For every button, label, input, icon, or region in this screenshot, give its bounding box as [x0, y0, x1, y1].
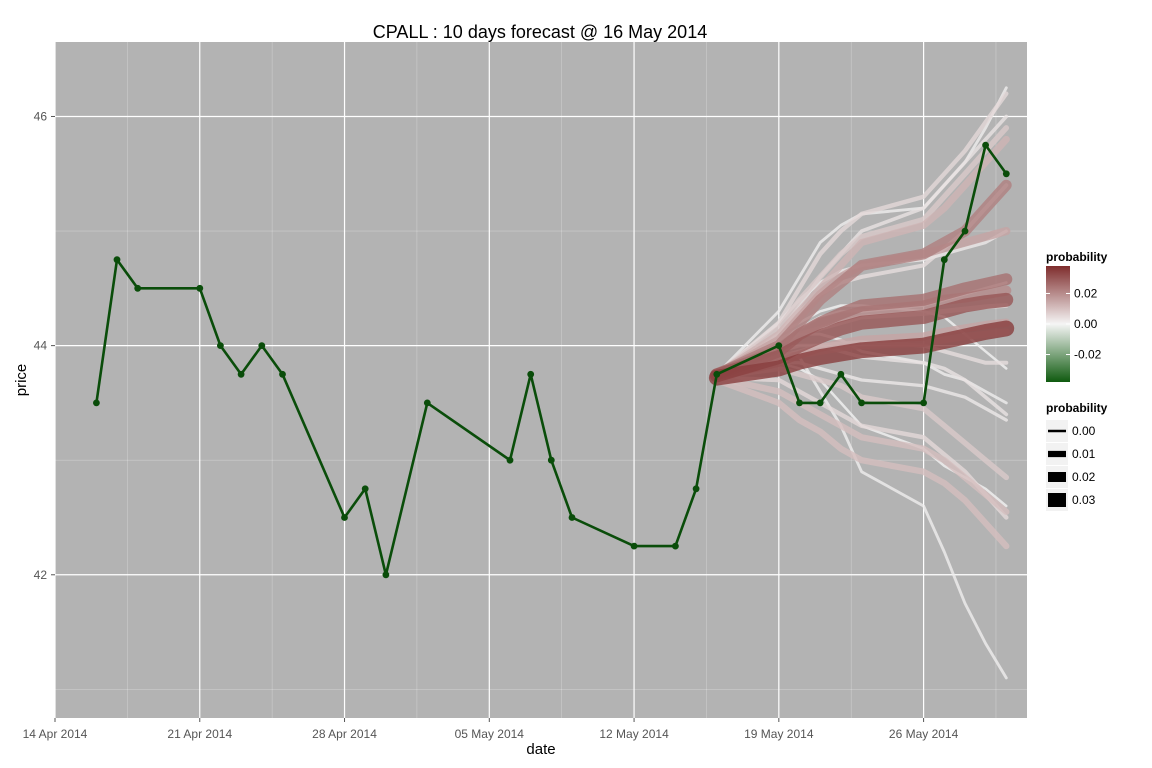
grid-major	[54, 42, 1027, 718]
forecast-path	[714, 91, 1009, 377]
actual-price-point	[361, 485, 369, 493]
actual-price-point	[796, 399, 803, 407]
forecast-path	[713, 376, 1010, 550]
color-legend-ticks: 0.02 0.00 -0.02	[1046, 286, 1102, 362]
actual-price-point	[506, 456, 514, 464]
actual-price-point	[713, 370, 721, 378]
actual-price-point	[93, 399, 100, 407]
actual-price-point	[920, 399, 927, 407]
size-legend-label: 0.02	[1072, 470, 1096, 484]
forecast-path	[709, 292, 1014, 383]
actual-price-point	[630, 542, 638, 550]
size-legend-label: 0.03	[1072, 493, 1096, 507]
actual-price-point	[858, 399, 865, 407]
actual-price-point	[196, 284, 204, 292]
x-tick-label: 26 May 2014	[889, 727, 959, 741]
x-tick-label: 12 May 2014	[599, 727, 669, 741]
forecast-path	[713, 374, 1010, 515]
actual-price-point	[258, 342, 266, 349]
color-legend-label: -0.02	[1074, 348, 1102, 362]
actual-price-point	[672, 542, 679, 550]
x-tick-label: 21 Apr 2014	[167, 727, 232, 741]
actual-price-point	[237, 370, 245, 378]
actual-price-point	[816, 399, 824, 407]
size-legend-label: 0.00	[1072, 424, 1096, 438]
color-legend-label: 0.02	[1074, 286, 1098, 300]
y-tick-label: 46	[34, 109, 48, 123]
color-legend: probability 0.02 0.00 -0.02	[1046, 250, 1108, 382]
actual-price-point	[692, 485, 700, 493]
y-tick-label: 44	[34, 339, 48, 353]
actual-price-point	[423, 399, 431, 407]
chart-title: CPALL : 10 days forecast @ 16 May 2014	[373, 22, 707, 42]
size-legend-label: 0.01	[1072, 447, 1096, 461]
plot-panel	[55, 42, 1027, 718]
x-tick-label: 28 Apr 2014	[312, 727, 377, 741]
actual-price-point	[547, 456, 555, 464]
actual-price-point	[1002, 170, 1010, 178]
x-tick-label: 19 May 2014	[744, 727, 814, 741]
y-tick-label: 42	[34, 568, 48, 582]
actual-price-point	[134, 284, 142, 292]
color-legend-label: 0.00	[1074, 317, 1098, 331]
color-legend-title: probability	[1046, 250, 1108, 264]
actual-price-point	[113, 256, 121, 264]
actual-price-point	[775, 342, 783, 349]
actual-price-point	[568, 514, 576, 521]
actual-price-point	[940, 256, 948, 264]
size-legend-title: probability	[1046, 401, 1108, 415]
actual-price-series	[93, 141, 1010, 579]
actual-price-point	[382, 571, 390, 579]
forecast-path	[711, 179, 1012, 380]
x-tick-label: 14 Apr 2014	[23, 727, 88, 741]
actual-price-point	[217, 342, 224, 349]
forecast-paths	[708, 86, 1015, 680]
forecast-path	[714, 365, 1010, 481]
size-legend-keys: 0.00 0.01 0.02 0.03	[1046, 420, 1096, 511]
actual-price-point	[341, 514, 348, 521]
x-tick-label: 05 May 2014	[455, 727, 525, 741]
actual-price-line	[95, 143, 1008, 577]
actual-price-point	[279, 370, 286, 378]
x-axis-ticks: 14 Apr 2014 21 Apr 2014 28 Apr 2014 05 May …	[23, 718, 959, 741]
actual-price-point	[961, 227, 969, 235]
x-axis-label: date	[526, 741, 555, 758]
forecast-path	[708, 320, 1015, 386]
actual-price-point	[982, 141, 989, 149]
forecast-path	[710, 273, 1013, 381]
y-axis-ticks: 42 44 46	[34, 109, 55, 582]
y-axis-label: price	[13, 364, 30, 397]
forecast-path	[714, 125, 1010, 378]
actual-price-point	[527, 370, 535, 378]
size-legend: probability 0.00 0.01 0.02 0.03	[1046, 401, 1108, 511]
actual-price-point	[837, 370, 845, 378]
